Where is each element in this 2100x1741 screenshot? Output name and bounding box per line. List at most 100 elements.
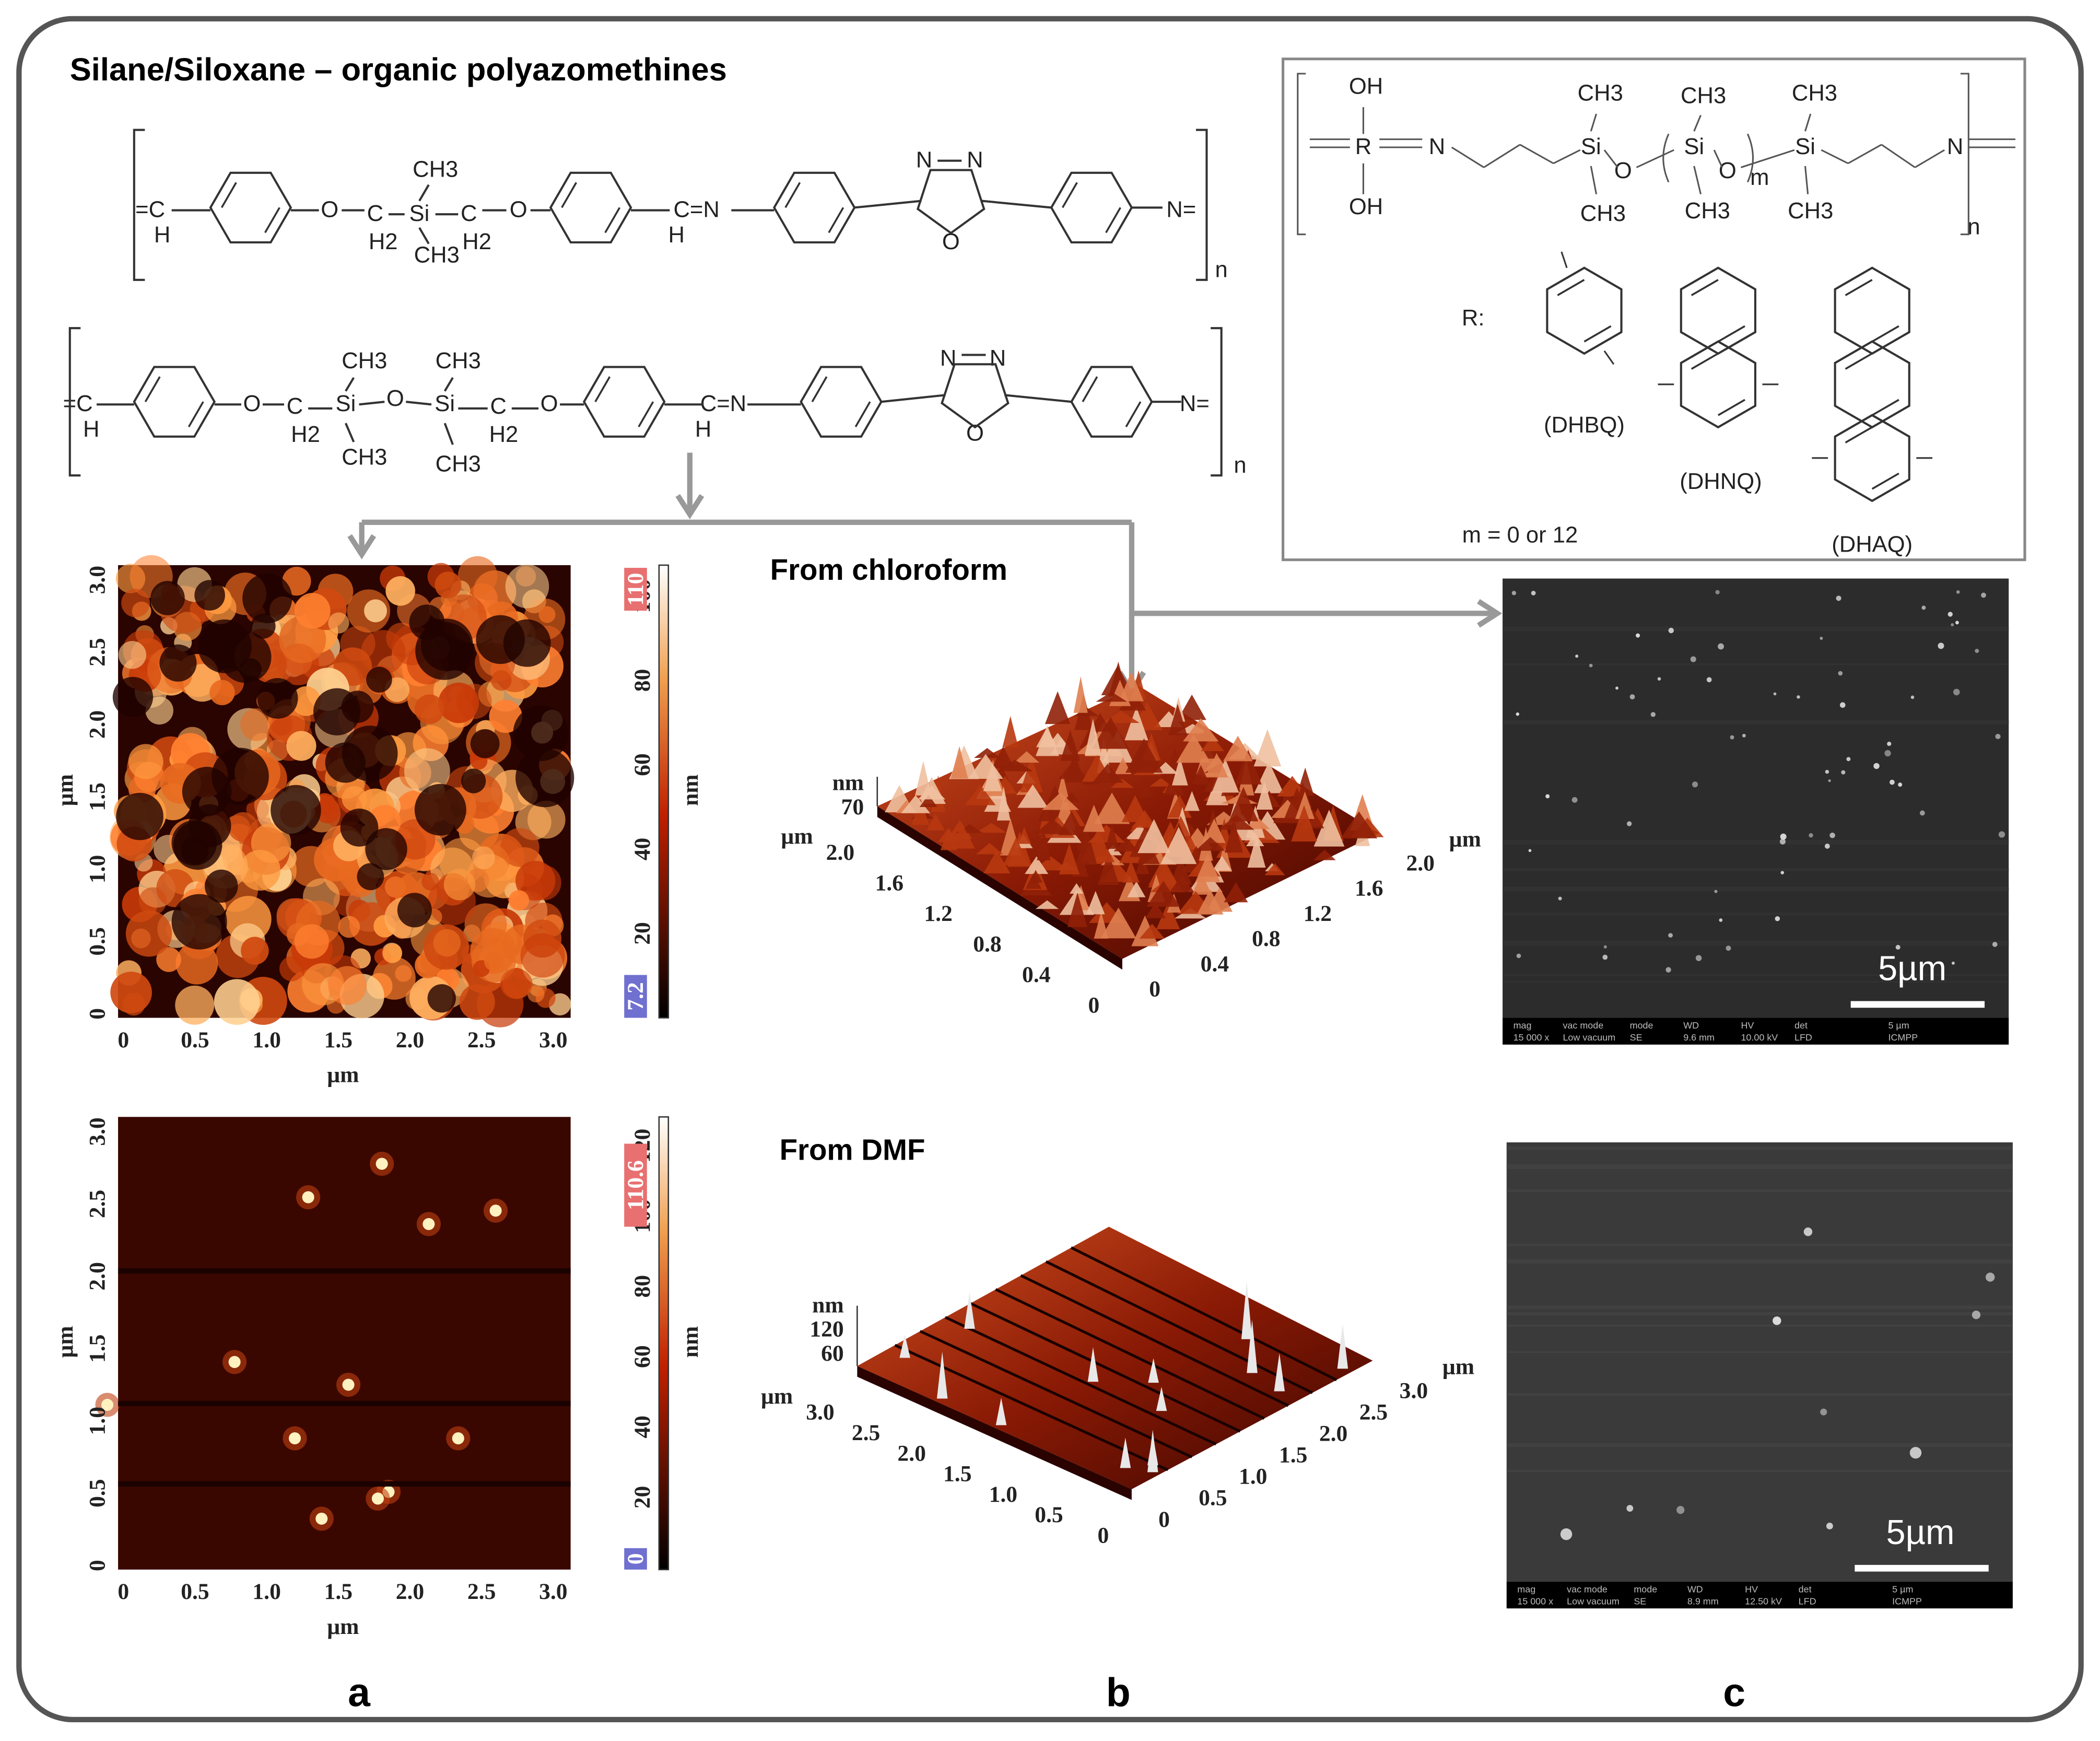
left-tick-label: 1.2 — [924, 901, 952, 926]
ring-inner — [1717, 399, 1745, 416]
right-tick-label: 3.0 — [1400, 1378, 1428, 1404]
ring-inner — [187, 401, 204, 428]
bond — [406, 401, 432, 406]
bond — [1914, 149, 1945, 168]
atom-label: Si — [435, 391, 455, 416]
hollow — [188, 804, 231, 847]
right-tick-label: 0 — [1158, 1507, 1170, 1532]
ring — [133, 366, 216, 438]
info-text: mag — [1517, 1584, 1535, 1594]
peak — [1212, 856, 1232, 871]
panel-label: a — [348, 1670, 371, 1715]
info-text: SE — [1630, 1032, 1643, 1043]
colorbar-label: nm — [678, 1326, 703, 1358]
info-text: 5 µm — [1892, 1584, 1913, 1594]
hollow — [366, 667, 392, 693]
peak — [1192, 872, 1212, 895]
ring-inner — [1871, 325, 1899, 343]
particle — [1668, 933, 1673, 938]
peak — [1247, 834, 1266, 868]
y-tick-label: 2.0 — [85, 1262, 110, 1290]
hollow — [159, 644, 197, 682]
info-text: WD — [1687, 1584, 1703, 1594]
particle — [1730, 735, 1734, 740]
particle — [376, 1158, 388, 1170]
x-tick-label: 2.0 — [396, 1027, 424, 1053]
spike — [964, 1292, 975, 1329]
peak — [1035, 900, 1059, 909]
bond — [1603, 149, 1618, 168]
min-badge — [624, 1548, 647, 1570]
bond — [1636, 149, 1674, 168]
atom-label: R — [1355, 134, 1371, 159]
hollow — [414, 784, 466, 836]
peak — [1246, 833, 1264, 846]
peak — [1125, 738, 1163, 773]
bracket — [1297, 73, 1969, 236]
peak — [1121, 795, 1149, 822]
particle — [1718, 643, 1724, 650]
grain — [502, 968, 533, 999]
peak — [1092, 717, 1129, 749]
atom-label: (DHAQ) — [1832, 532, 1913, 557]
particle — [1951, 961, 1955, 965]
ring-inner — [1717, 325, 1745, 343]
atom-label: N= — [1166, 197, 1196, 222]
scan-band — [1503, 839, 2009, 845]
y-tick-label: 0.5 — [85, 927, 110, 955]
peak — [1035, 818, 1070, 834]
hollow — [340, 808, 379, 847]
info-text: HV — [1745, 1584, 1758, 1594]
peak — [901, 795, 931, 813]
ring-inner — [828, 207, 844, 233]
atom-label: CH3 — [436, 348, 481, 373]
peak — [1042, 792, 1080, 810]
scan-band — [1506, 1164, 2013, 1170]
right-tick-label: 0.5 — [1199, 1486, 1227, 1511]
bond — [881, 394, 946, 403]
z-tick-label: 60 — [821, 1341, 844, 1366]
particle — [1516, 953, 1521, 959]
right-tick-label: 1.6 — [1355, 876, 1383, 901]
scan-band — [1506, 1351, 2013, 1353]
particle — [1909, 1446, 1922, 1459]
colorbar-tick-label: 20 — [630, 1486, 655, 1509]
peak — [1139, 924, 1165, 939]
peak — [1169, 856, 1192, 885]
colorbar-tick-label: 20 — [630, 922, 655, 945]
bond — [1561, 251, 1568, 268]
atom-label: n — [1215, 258, 1228, 283]
x-tick-label: 0 — [118, 1579, 129, 1604]
ring-inner — [561, 182, 577, 208]
scan-band — [1506, 1305, 2013, 1310]
particle — [1992, 942, 1998, 947]
peak — [1156, 902, 1180, 930]
grain — [328, 612, 349, 634]
peak — [1135, 854, 1149, 874]
bond — [1004, 394, 1072, 403]
particle — [1829, 833, 1835, 838]
x-tick-label: 2.0 — [396, 1579, 424, 1604]
atom-label: CH3 — [414, 243, 460, 268]
left-tick-label: 2.0 — [826, 840, 854, 865]
colorbar-tick-label: 60 — [630, 753, 655, 776]
grain — [489, 699, 522, 733]
peak — [1245, 816, 1270, 829]
particle — [452, 1432, 464, 1445]
atom-label: N — [990, 346, 1006, 371]
info-bar — [1506, 1581, 2013, 1609]
grain — [295, 593, 331, 629]
atom-label: R: — [1462, 306, 1485, 331]
particle — [1615, 686, 1618, 690]
grain — [209, 680, 235, 706]
info-text: Low vacuum — [1563, 1032, 1615, 1043]
colorbar-tick-label: 80 — [630, 1275, 655, 1298]
peak — [1184, 791, 1200, 811]
grain — [128, 744, 163, 779]
peak — [1141, 844, 1160, 864]
bond — [1553, 149, 1581, 165]
scan-band — [1503, 626, 2009, 632]
grain — [125, 910, 172, 957]
